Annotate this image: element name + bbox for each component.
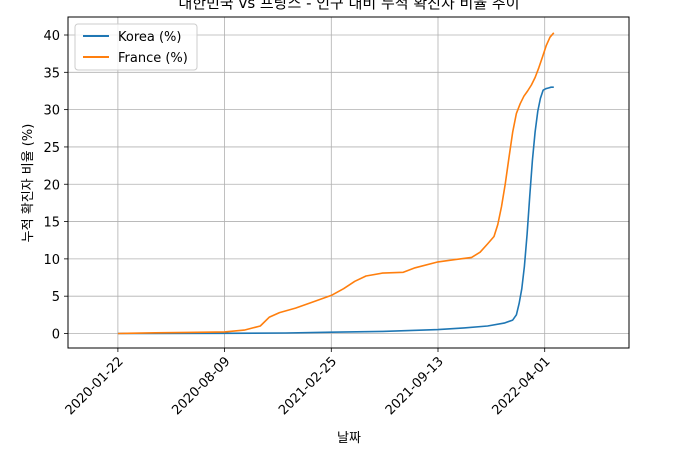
x-tick-label: 2022-04-01 xyxy=(489,354,553,418)
legend-label-france: France (%) xyxy=(118,51,188,66)
x-tick-label: 2021-02-25 xyxy=(276,354,340,418)
x-axis: 2020-01-22 2020-08-09 2021-02-25 2021-09-13… xyxy=(63,348,554,418)
legend: Korea (%) France (%) xyxy=(74,23,198,71)
x-tick-label: 2020-01-22 xyxy=(63,354,127,418)
y-axis-label: 누적 확진자 비율 (%) xyxy=(21,124,36,243)
y-axis: 0 5 10 15 20 25 30 35 40 xyxy=(43,29,68,343)
y-tick-label: 30 xyxy=(43,104,60,119)
x-tick-label: 2021-09-13 xyxy=(383,354,447,418)
x-tick-label: 2020-08-09 xyxy=(169,354,233,418)
y-tick-label: 0 xyxy=(52,328,60,343)
plot-frame xyxy=(67,16,630,349)
y-tick-label: 20 xyxy=(43,178,60,193)
y-tick-label: 15 xyxy=(43,216,60,231)
series-line-france xyxy=(117,32,555,335)
y-tick-label: 25 xyxy=(43,141,60,156)
x-axis-label: 날짜 xyxy=(337,431,361,446)
y-tick-label: 5 xyxy=(52,290,60,305)
grid xyxy=(68,17,629,348)
series-lines xyxy=(117,32,555,335)
chart-title: 대한민국 vs 프랑스 - 인구 대비 누적 확진자 비율 추이 xyxy=(178,0,519,12)
series-line-korea xyxy=(117,86,554,335)
y-tick-label: 40 xyxy=(43,29,60,44)
legend-label-korea: Korea (%) xyxy=(118,30,181,45)
y-tick-label: 10 xyxy=(43,253,60,268)
y-tick-label: 35 xyxy=(43,66,60,81)
